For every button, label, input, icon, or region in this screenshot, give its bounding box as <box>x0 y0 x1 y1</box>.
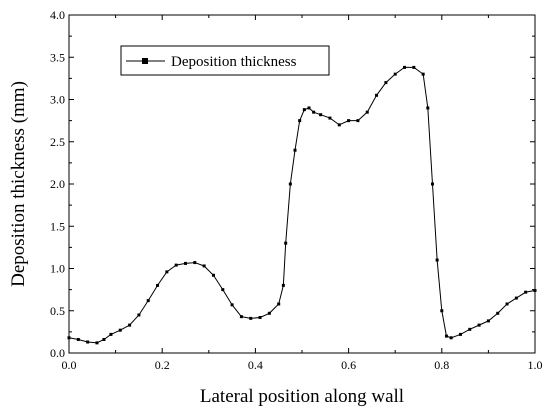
x-tick-label: 1.0 <box>528 358 543 372</box>
data-point <box>307 106 311 110</box>
data-point <box>258 316 262 320</box>
y-tick-label: 2.5 <box>50 135 65 149</box>
y-tick-label: 4.0 <box>50 8 65 22</box>
legend: Deposition thickness <box>120 45 330 76</box>
data-point <box>202 264 206 268</box>
data-point <box>426 106 430 110</box>
data-point <box>95 341 99 345</box>
data-point <box>403 65 407 69</box>
series-line <box>68 66 536 344</box>
x-tick-label: 0.2 <box>155 358 170 372</box>
data-point <box>328 116 332 120</box>
data-point <box>319 113 323 117</box>
data-point <box>412 65 416 69</box>
data-point <box>302 108 306 112</box>
y-tick-label: 2.0 <box>50 177 65 191</box>
data-point <box>267 311 271 315</box>
series-0 <box>67 65 537 345</box>
data-point <box>284 241 288 245</box>
data-point <box>281 283 285 287</box>
data-point <box>249 316 253 320</box>
data-point <box>239 315 243 319</box>
data-point <box>496 311 500 315</box>
data-point <box>109 332 113 336</box>
data-point <box>230 303 234 307</box>
data-point <box>444 334 448 338</box>
data-point <box>76 337 80 341</box>
data-point <box>211 273 215 277</box>
data-point <box>221 288 225 292</box>
data-point <box>277 302 281 306</box>
data-point <box>137 313 141 317</box>
data-point <box>288 182 292 186</box>
x-axis-title: Lateral position along wall <box>200 386 404 407</box>
series-layer <box>67 65 537 345</box>
x-tick-label: 0.6 <box>341 358 356 372</box>
data-point <box>102 337 106 341</box>
x-tick-label: 0.4 <box>248 358 263 372</box>
y-tick-label: 0.0 <box>50 346 65 360</box>
data-point <box>524 290 528 294</box>
data-point <box>449 336 453 340</box>
x-tick-label: 0.0 <box>62 358 77 372</box>
data-point <box>365 110 369 114</box>
data-point <box>514 296 518 300</box>
data-point <box>477 323 481 327</box>
data-point <box>337 123 341 127</box>
data-point <box>533 288 537 292</box>
data-point <box>440 309 444 313</box>
y-tick-label: 1.5 <box>50 219 65 233</box>
data-point <box>174 263 178 267</box>
y-tick-label: 3.5 <box>50 50 65 64</box>
data-point <box>128 323 132 327</box>
data-point <box>165 270 169 274</box>
legend-label: Deposition thickness <box>171 54 297 70</box>
data-point <box>118 328 122 332</box>
y-axis-title: Deposition thickness (mm) <box>8 81 29 287</box>
data-point <box>430 182 434 186</box>
data-point <box>347 119 351 123</box>
x-tick-label: 0.8 <box>434 358 449 372</box>
data-point <box>67 336 71 340</box>
data-point <box>421 72 425 76</box>
data-point <box>384 81 388 85</box>
data-point <box>356 119 360 123</box>
data-point <box>486 319 490 323</box>
data-point <box>298 119 302 123</box>
data-point <box>156 283 160 287</box>
data-point <box>375 93 379 97</box>
data-point <box>468 327 472 331</box>
y-tick-label: 1.0 <box>50 262 65 276</box>
y-tick-label: 0.5 <box>50 304 65 318</box>
legend-marker <box>142 58 148 64</box>
data-point <box>184 261 187 265</box>
data-point <box>146 299 150 303</box>
data-point <box>312 110 316 114</box>
data-point <box>293 148 297 152</box>
data-point <box>86 340 90 344</box>
ticks-layer: 0.0 0.2 0.4 0.6 0.8 1.0 0.0 0.5 1.0 1.5 2.0 2.5 3.0 3… <box>50 8 543 372</box>
data-point <box>393 72 397 76</box>
y-tick-label: 3.0 <box>50 93 65 107</box>
data-point <box>505 302 509 306</box>
data-point <box>193 261 197 265</box>
data-point <box>458 332 462 336</box>
data-point <box>435 258 439 262</box>
